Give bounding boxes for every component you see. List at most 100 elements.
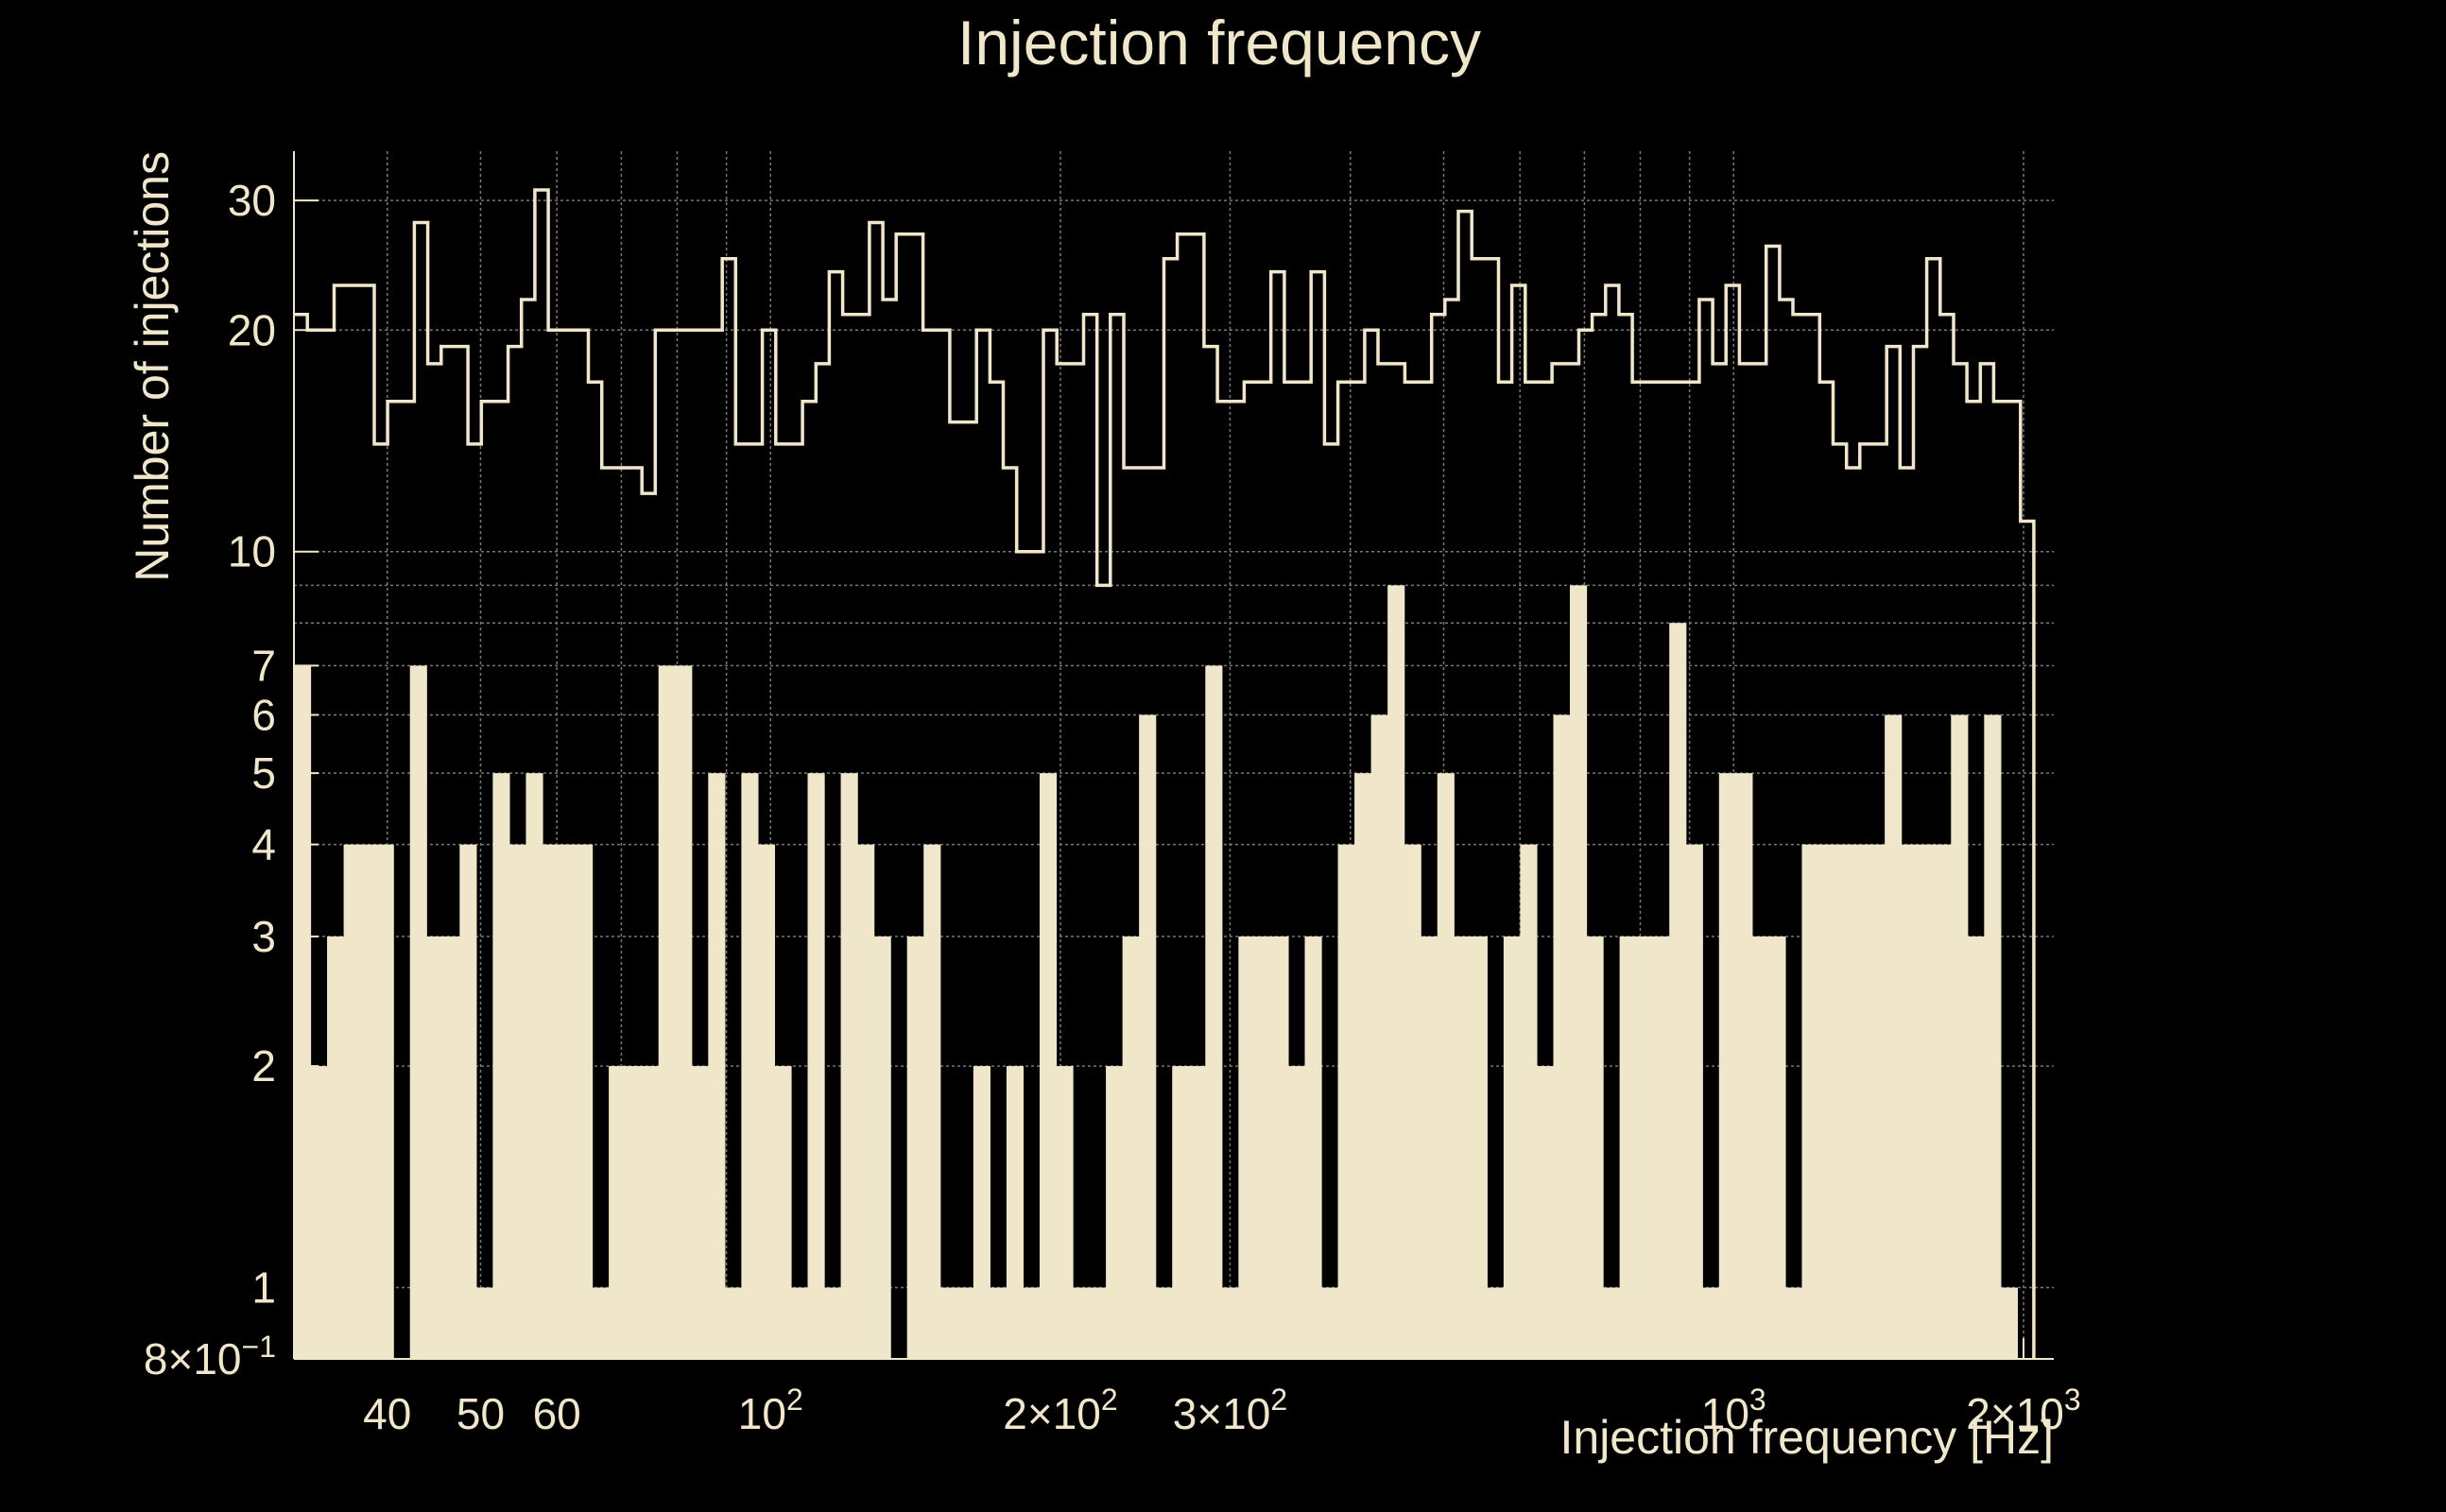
bar [1354,773,1372,1359]
bar [1885,714,1903,1359]
bar [1188,1066,1206,1359]
bar [724,1287,742,1359]
x-axis-label: Injection frequency [Hz] [1560,1411,2055,1464]
bar [376,844,394,1359]
bar [658,665,676,1359]
bar [1918,844,1936,1359]
bar [1768,936,1786,1359]
bar [592,1287,610,1359]
bar [459,844,477,1359]
bar [1603,1287,1621,1359]
bar [1834,844,1852,1359]
x-tick-labels: 40 50 60 102 2×102 3×102 103 2×103 [363,1383,2081,1438]
bar [1023,1287,1041,1359]
bar [609,1066,627,1359]
bar [1901,844,1919,1359]
bar [442,936,460,1359]
bar [1437,773,1455,1359]
y-axis-label: Number of injections [126,151,179,582]
x-tick-label: 2×102 [1003,1383,1117,1438]
bar [1619,936,1637,1359]
bar [906,936,924,1359]
bar [939,1287,957,1359]
y-tick-label: 3 [251,912,276,961]
bar [1387,585,1405,1359]
bar [1321,1287,1339,1359]
bar [525,773,543,1359]
bar [409,665,427,1359]
y-tick-label: 30 [228,176,276,225]
bar [1254,936,1273,1359]
bar [1536,1066,1555,1359]
bar [1801,844,1819,1359]
bar [1685,844,1703,1359]
bar [1172,1066,1190,1359]
bar [741,773,759,1359]
bar [807,773,825,1359]
bar [1370,714,1388,1359]
bar [1073,1287,1091,1359]
bar [973,1066,990,1359]
y-tick-label: 2 [251,1041,276,1091]
bar [857,844,875,1359]
bar [708,773,726,1359]
y-tick-label: 6 [251,690,276,739]
bar [1271,936,1289,1359]
bar [642,1066,660,1359]
bar [1984,714,2002,1359]
chart-title: Injection frequency [957,8,1481,77]
bar [824,1287,842,1359]
bar [1751,936,1770,1359]
bar [1852,844,1869,1359]
selected-injections-bars [294,585,2018,1359]
x-tick-label: 2×103 [1966,1383,2080,1438]
bar [691,1066,709,1359]
bar [1470,936,1488,1359]
axes [293,151,2054,1360]
bar [1056,1066,1074,1359]
bar [990,1287,1008,1359]
bar [1205,665,1223,1359]
bar [1817,844,1836,1359]
bar [1967,936,1985,1359]
bar [1934,844,1952,1359]
bar [1868,844,1886,1359]
bar [923,844,941,1359]
bar [1553,714,1571,1359]
bar [625,1066,643,1359]
bar [757,844,776,1359]
bar [1784,1287,1803,1359]
bar [1735,773,1753,1359]
bar [1337,844,1355,1359]
y-tick-label: 4 [251,820,276,869]
bar [508,844,527,1359]
bar [1404,844,1421,1359]
bar [1287,1066,1306,1359]
bar [1089,1287,1107,1359]
bar [1238,936,1256,1359]
bar [873,936,891,1359]
bar [1718,773,1736,1359]
all-injections-step-line [294,188,2036,1359]
bar [327,936,345,1359]
bar [310,1066,328,1359]
bar [1503,936,1522,1359]
bar [1636,936,1654,1359]
bar [1951,714,1969,1359]
bar [1421,936,1438,1359]
bar [1304,936,1322,1359]
bar [475,1287,493,1359]
bar [1454,936,1472,1359]
bar [1221,1287,1239,1359]
x-tick-label: 40 [363,1389,411,1438]
bar [1006,1066,1025,1359]
bar [1586,936,1604,1359]
bar [774,1066,792,1359]
bar [294,665,312,1359]
y-tick-label: 5 [251,748,276,798]
bar [542,844,560,1359]
x-tick-label: 50 [456,1389,505,1438]
bar [790,1287,809,1359]
bar [2000,1287,2018,1359]
